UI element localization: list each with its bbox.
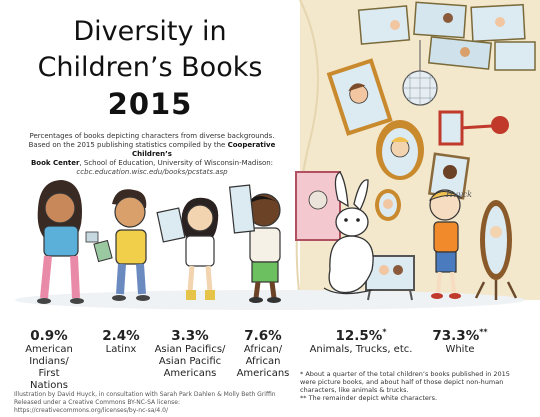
footnote-1-line-1: * About a quarter of the total children’… <box>300 370 510 378</box>
stat-white: 73.3%** White <box>420 328 500 356</box>
stat-animals-trucks-mark: * <box>382 327 387 337</box>
wall-mirror-wolf <box>438 110 509 146</box>
stat-latinx-pct: 2.4% <box>102 328 140 344</box>
footnote-1-line-3: characters, like animals & trucks. <box>300 386 409 394</box>
disco-ball <box>402 40 438 106</box>
subtitle-org-1: Cooperative Children’s <box>132 141 276 158</box>
stat-latinx-label: Latinx <box>105 344 137 355</box>
stat-animals-trucks: 12.5%* Animals, Trucks, etc. <box>302 328 420 356</box>
title-line-1: Diversity in <box>73 16 227 47</box>
stat-african: 7.6% African/ African Americans <box>232 328 294 380</box>
stat-animals-trucks-label: Animals, Trucks, etc. <box>309 344 413 355</box>
footnote-2: ** The remainder depict white characters… <box>300 394 438 402</box>
footnotes: * About a quarter of the total children’… <box>300 370 536 402</box>
african-boy-character <box>228 184 281 303</box>
stat-white-label: White <box>445 344 475 355</box>
stat-white-mark: ** <box>479 327 488 337</box>
wall-mirror-tilted <box>326 58 393 136</box>
wall-mirror-right <box>427 152 471 200</box>
bunny-character <box>323 171 374 295</box>
subtitle-line-3: Book Center, School of Education, Univer… <box>14 159 290 168</box>
credit-line-1: Illustration by David Huyck, in consulta… <box>14 391 276 398</box>
title-year: 2015 <box>107 87 193 121</box>
wall-mirror-oval <box>375 189 401 221</box>
ceiling-mirror-panels <box>357 1 536 71</box>
subtitle-block: Percentages of books depicting character… <box>14 132 290 177</box>
latinx-boy-character <box>93 189 150 301</box>
floor-mirror-small <box>365 255 415 301</box>
stat-animals-trucks-pct-row: 12.5%* <box>302 328 420 344</box>
credits: Illustration by David Huyck, in consulta… <box>14 391 294 415</box>
subtitle-line-1: Percentages of books depicting character… <box>29 132 275 140</box>
cheval-mirror <box>474 200 518 300</box>
stat-asian-pacific-label-1: Asian Pacifics/ <box>154 344 226 355</box>
footnote-1-line-2: were picture books, and about half of th… <box>300 378 504 386</box>
subtitle-line-3-text: , School of Education, University of Wis… <box>79 159 274 167</box>
girl-native-character <box>37 180 99 304</box>
asian-girl-character <box>156 197 219 300</box>
title-line-2: Children’s Books <box>37 52 263 83</box>
stat-american-indians: 0.9% American Indians/ First Nations <box>18 328 80 392</box>
stat-latinx: 2.4% Latinx <box>96 328 146 356</box>
stat-white-pct-row: 73.3%** <box>420 328 500 344</box>
stat-american-indians-label-1: American <box>25 344 73 355</box>
stat-animals-trucks-pct: 12.5% <box>335 328 383 344</box>
subtitle-org-2: Book Center <box>30 159 80 167</box>
stat-african-label-3: Americans <box>236 368 290 379</box>
subtitle-url: ccbc.education.wisc.edu/books/pcstats.as… <box>76 168 228 176</box>
wall-edge <box>295 0 319 301</box>
standing-mirror-pink <box>295 171 341 241</box>
wall-mirror-ornate <box>376 120 424 180</box>
subtitle-line-2-text: Based on the 2015 publishing statistics … <box>28 141 226 149</box>
stat-asian-pacific: 3.3% Asian Pacifics/ Asian Pacific Ameri… <box>150 328 230 380</box>
stat-asian-pacific-label-3: Americans <box>163 368 217 379</box>
artist-signature: Huyck <box>446 190 472 199</box>
subtitle-line-2: Based on the 2015 publishing statistics … <box>14 141 290 159</box>
stat-white-pct: 73.3% <box>432 328 480 344</box>
stat-american-indians-label-3: First Nations <box>30 368 68 391</box>
stat-asian-pacific-label-2: Asian Pacific <box>158 356 222 367</box>
stat-american-indians-pct: 0.9% <box>30 328 68 344</box>
stat-african-label-2: African <box>245 356 281 367</box>
stat-american-indians-label-2: Indians/ <box>29 356 69 367</box>
stat-african-label-1: African/ <box>243 344 283 355</box>
credit-line-2: Released under a Creative Commons BY-NC-… <box>14 399 180 414</box>
stat-african-pct: 7.6% <box>244 328 282 344</box>
blond-boy-character <box>428 189 463 299</box>
stat-asian-pacific-pct: 3.3% <box>171 328 209 344</box>
